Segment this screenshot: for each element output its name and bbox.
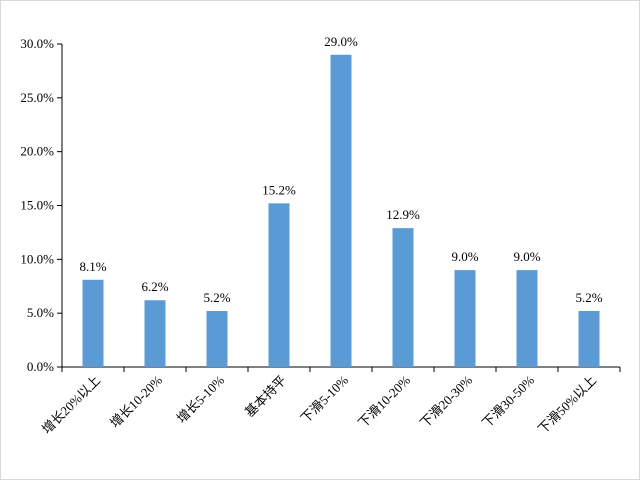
bar	[454, 270, 476, 367]
bar	[392, 228, 414, 367]
category-label: 增长5-10%	[174, 372, 228, 426]
category-label: 下滑10-20%	[355, 372, 413, 430]
y-tick-label: 25.0%	[20, 90, 54, 105]
data-label: 6.2%	[141, 279, 168, 294]
category-label: 增长10-20%	[107, 372, 165, 430]
y-tick-label: 15.0%	[20, 198, 54, 213]
y-tick-label: 10.0%	[20, 251, 54, 266]
data-label: 29.0%	[324, 34, 358, 49]
category-label: 下滑30-50%	[479, 372, 537, 430]
data-label: 5.2%	[575, 290, 602, 305]
category-label: 基本持平	[242, 373, 289, 420]
category-label: 下滑50%以上	[535, 373, 599, 437]
bar	[206, 311, 228, 367]
y-tick-label: 5.0%	[27, 305, 54, 320]
bar	[516, 270, 538, 367]
bar	[330, 54, 352, 368]
y-tick-label: 20.0%	[20, 144, 54, 159]
y-axis: 0.0% 5.0% 10.0% 15.0% 20.0% 25.0% 30.0%	[20, 36, 63, 374]
data-label: 5.2%	[203, 290, 230, 305]
bar	[144, 300, 166, 367]
data-label: 12.9%	[386, 207, 420, 222]
category-label: 下滑20-30%	[417, 372, 475, 430]
data-label: 8.1%	[79, 259, 106, 274]
category-label: 增长20%以上	[39, 373, 103, 437]
category-label: 下滑5-10%	[298, 372, 352, 426]
bars	[82, 54, 600, 368]
x-axis	[61, 366, 621, 372]
data-label: 9.0%	[451, 249, 478, 264]
bar	[578, 311, 600, 367]
data-labels: 8.1% 6.2% 5.2% 15.2% 29.0% 12.9% 9.0% 9.0% 5.2%	[79, 34, 602, 305]
category-labels: 增长20%以上 增长10-20% 增长5-10% 基本持平 下滑5-10% 下滑10-20…	[39, 372, 599, 436]
y-tick-label: 0.0%	[27, 359, 54, 374]
bar	[82, 279, 104, 367]
data-label: 9.0%	[513, 249, 540, 264]
y-tick-label: 30.0%	[20, 36, 54, 51]
data-label: 15.2%	[262, 182, 296, 197]
bar	[268, 203, 290, 367]
